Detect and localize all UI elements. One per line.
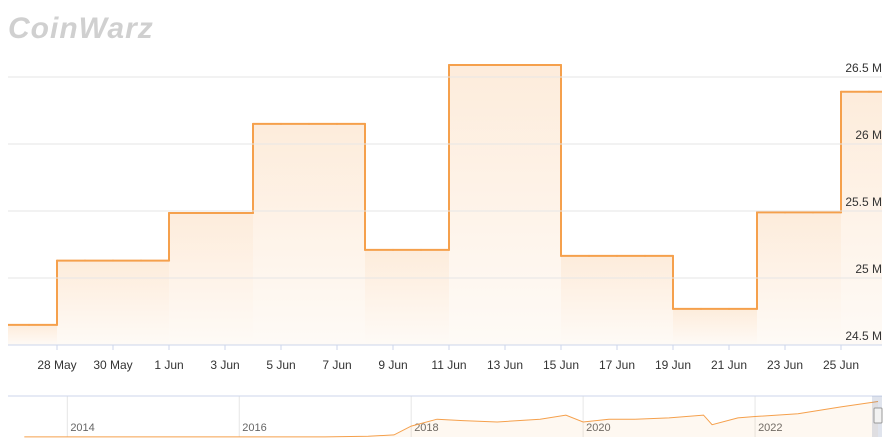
navigator-tick-label: 2022 [758, 422, 782, 434]
area-segment [757, 212, 785, 345]
navigator-tick-label: 2014 [70, 422, 94, 434]
x-tick-label: 5 Jun [266, 358, 295, 372]
area-segment [561, 255, 589, 345]
x-tick-label: 30 May [93, 358, 132, 372]
navigator-area [24, 401, 879, 437]
area-segment [225, 213, 253, 345]
x-tick-label: 28 May [37, 358, 76, 372]
area-segment [505, 64, 533, 345]
y-tick-label: 26 M [855, 128, 882, 142]
area-segment [169, 213, 197, 345]
area-segment [8, 324, 29, 345]
area-segment [477, 64, 505, 345]
area-segment [645, 255, 673, 345]
area-segment [197, 213, 225, 345]
area-segment [253, 123, 281, 345]
x-tick-label: 9 Jun [378, 358, 407, 372]
x-tick-label: 11 Jun [431, 358, 466, 372]
navigator-tick-label: 2020 [586, 422, 610, 434]
x-tick-label: 15 Jun [543, 358, 579, 372]
area-segment [673, 308, 701, 345]
y-tick-label: 26.5 M [845, 61, 882, 75]
navigator-bg [8, 396, 882, 437]
x-tick-label: 25 Jun [823, 358, 859, 372]
area-segment [29, 324, 57, 345]
area-segment [729, 308, 757, 345]
area-segment [813, 212, 841, 345]
area-segment [869, 91, 882, 345]
area-segment [421, 249, 449, 345]
area-segment [141, 260, 169, 345]
y-tick-label: 25.5 M [845, 195, 882, 209]
area-segment [841, 91, 869, 345]
area-segment [337, 123, 365, 345]
x-tick-label: 13 Jun [487, 358, 523, 372]
x-tick-label: 21 Jun [711, 358, 747, 372]
area-segment [309, 123, 337, 345]
x-tick-label: 17 Jun [599, 358, 635, 372]
area-segment [785, 212, 813, 345]
area-segment [701, 308, 729, 345]
x-tick-label: 1 Jun [154, 358, 183, 372]
navigator: 2014 2016 2018 2020 2022 [8, 395, 883, 438]
area-segment [365, 249, 393, 345]
navigator-handle [873, 407, 883, 424]
x-tick-label: 7 Jun [322, 358, 351, 372]
area-segment [85, 260, 113, 345]
navigator-tick-label: 2016 [242, 422, 266, 434]
navigator-tick-label: 2018 [414, 422, 438, 434]
x-tick-label: 19 Jun [655, 358, 691, 372]
watermark: CoinWarz [8, 12, 154, 45]
area-segment [449, 64, 477, 345]
area-segment [533, 64, 561, 345]
x-tick-label: 3 Jun [210, 358, 239, 372]
area-segment [57, 260, 85, 345]
y-tick-label: 24.5 M [845, 329, 882, 343]
y-tick-label: 25 M [855, 262, 882, 276]
area-segment [393, 249, 421, 345]
area-segment [281, 123, 309, 345]
plot-area [8, 63, 882, 345]
area-segment [617, 255, 645, 345]
area-segment [589, 255, 617, 345]
x-tick-label: 23 Jun [767, 358, 803, 372]
area-segment [113, 260, 141, 345]
navigator-line [24, 401, 879, 438]
